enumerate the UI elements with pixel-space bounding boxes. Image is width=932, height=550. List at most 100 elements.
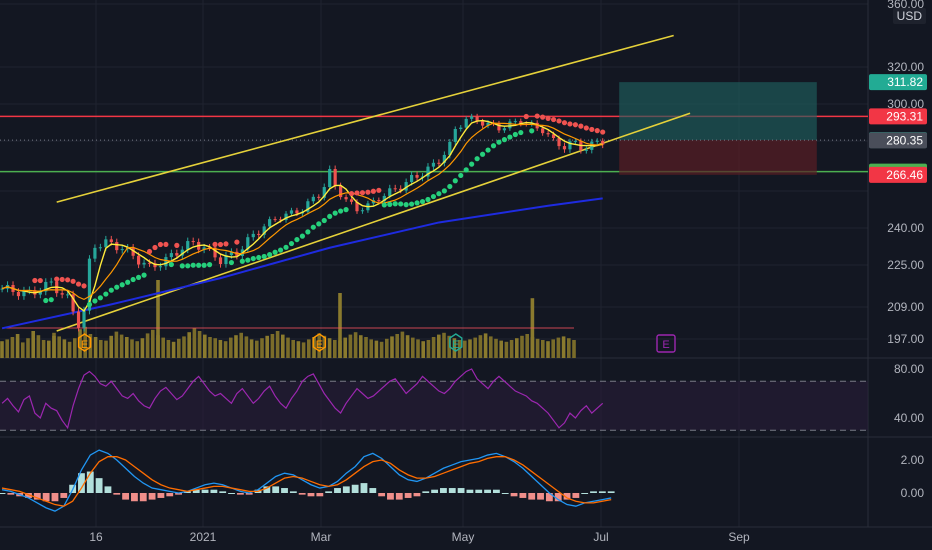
volume-bar bbox=[489, 336, 493, 358]
trail-dot bbox=[398, 201, 404, 207]
trail-dot bbox=[540, 114, 546, 120]
volume-bar bbox=[499, 340, 503, 358]
resistance-price-label: 293.31 bbox=[869, 108, 927, 125]
volume-bar bbox=[125, 337, 129, 358]
price-tick-label: 300.00 bbox=[887, 97, 924, 111]
trail-dot bbox=[381, 202, 387, 208]
volume-bar bbox=[21, 342, 25, 358]
macd-hist-bar bbox=[131, 493, 138, 502]
macd-hist-bar bbox=[395, 493, 403, 500]
earnings-marker: E bbox=[656, 334, 676, 353]
trail-dot bbox=[152, 244, 158, 251]
macd-hist-bar bbox=[537, 493, 544, 500]
volume-bar bbox=[327, 338, 332, 358]
target-price-label-bg bbox=[869, 74, 927, 91]
candle-body bbox=[98, 247, 102, 249]
time-tick-label: 16 bbox=[89, 530, 103, 544]
candle-body bbox=[349, 199, 354, 202]
macd-hist-bar bbox=[342, 486, 350, 493]
earnings-marker: E bbox=[449, 333, 463, 352]
volume-bar bbox=[203, 334, 207, 358]
macd-signal-line bbox=[1, 456, 612, 507]
volume-bar bbox=[348, 334, 353, 358]
rsi-band bbox=[0, 381, 868, 431]
volume-bar bbox=[26, 338, 30, 358]
volume-bar bbox=[57, 336, 61, 358]
macd-hist-bar bbox=[166, 493, 174, 497]
macd-hist-bar bbox=[475, 489, 483, 493]
candle-body bbox=[142, 262, 146, 265]
macd-hist-bar bbox=[554, 493, 562, 502]
candle-body bbox=[268, 219, 272, 227]
trail-dot bbox=[338, 208, 344, 214]
volume-bar bbox=[483, 333, 488, 358]
macd-hist-bar bbox=[360, 483, 368, 493]
trail-dot bbox=[103, 291, 109, 297]
stop-price-label: 266.46 bbox=[869, 166, 927, 183]
volume-bar bbox=[296, 341, 301, 358]
macd-hist-bar bbox=[60, 493, 68, 498]
grid-lines bbox=[0, 0, 868, 527]
volume-bar bbox=[385, 338, 389, 358]
macd-hist-bar bbox=[484, 489, 491, 493]
macd-hist-bar bbox=[404, 493, 412, 498]
volume-bar bbox=[437, 334, 441, 358]
trail-dot bbox=[600, 129, 606, 135]
macd-hist-bar bbox=[563, 493, 571, 500]
volume-bar bbox=[166, 340, 171, 358]
trail-dot bbox=[130, 276, 136, 283]
candle-body bbox=[459, 127, 463, 130]
macd-tick-label: 0.00 bbox=[901, 486, 925, 500]
volume-bar bbox=[504, 341, 509, 358]
trail-dot bbox=[97, 295, 103, 301]
time-tick-label: Sep bbox=[728, 530, 750, 544]
volume-bar bbox=[281, 334, 285, 358]
trail-dot bbox=[163, 241, 169, 248]
volume-bar bbox=[478, 335, 483, 358]
macd-hist-bar bbox=[0, 493, 6, 494]
candle-body bbox=[191, 241, 195, 243]
trail-dot bbox=[463, 167, 469, 173]
volume-bar bbox=[73, 338, 77, 358]
volume-bar bbox=[546, 341, 550, 358]
candle-body bbox=[382, 195, 386, 202]
trail-dot bbox=[512, 131, 518, 138]
stop-price-label-text: 266.46 bbox=[886, 168, 923, 182]
earnings-letter: E bbox=[81, 339, 88, 351]
trail-dot bbox=[272, 249, 278, 255]
macd-hist-bar bbox=[501, 493, 509, 494]
volume-bar bbox=[104, 340, 108, 358]
volume-bar bbox=[343, 337, 347, 358]
ma-slow-line bbox=[1, 197, 603, 330]
candle-body bbox=[453, 129, 457, 142]
macd-hist-bar bbox=[272, 486, 280, 493]
trail-dot bbox=[65, 277, 71, 283]
candle-body bbox=[49, 281, 53, 283]
volume-bar bbox=[307, 339, 311, 358]
volume-bar bbox=[239, 332, 243, 358]
candle-body bbox=[584, 149, 588, 151]
candle-body bbox=[601, 140, 605, 145]
macd-hist-bar bbox=[413, 493, 421, 497]
volume-bar bbox=[431, 337, 436, 358]
macd-hist-bar bbox=[466, 489, 474, 493]
currency-label[interactable]: USD bbox=[892, 8, 926, 24]
macd-hist-bar bbox=[581, 493, 589, 494]
volume-bar bbox=[442, 332, 446, 358]
volume-bar bbox=[119, 334, 124, 358]
volume-bar bbox=[31, 331, 35, 358]
macd-hist-bar bbox=[157, 493, 165, 498]
trail-dot bbox=[321, 217, 327, 224]
price-tick-label: 360.00 bbox=[887, 0, 924, 11]
volume-bar bbox=[161, 337, 165, 358]
trail-dot bbox=[283, 244, 289, 250]
volume-bar bbox=[218, 340, 223, 358]
macd-hist-bar bbox=[51, 493, 59, 502]
trail-dot bbox=[239, 258, 245, 264]
macd-hist-bar bbox=[431, 489, 439, 493]
macd-hist-bar bbox=[598, 491, 606, 493]
volume-bar bbox=[93, 337, 98, 358]
volume-bar bbox=[333, 340, 337, 358]
